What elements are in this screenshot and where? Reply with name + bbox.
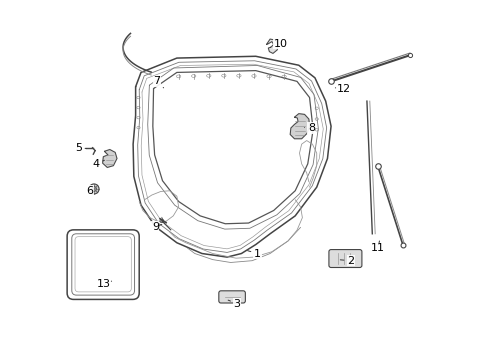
Text: 1: 1 bbox=[247, 248, 261, 258]
Text: 11: 11 bbox=[371, 241, 385, 253]
Text: 5: 5 bbox=[75, 143, 86, 153]
Text: 6: 6 bbox=[87, 186, 94, 196]
Text: 13: 13 bbox=[97, 279, 112, 289]
Text: 4: 4 bbox=[93, 159, 104, 169]
Text: 3: 3 bbox=[228, 299, 241, 309]
Text: 7: 7 bbox=[153, 76, 164, 88]
FancyBboxPatch shape bbox=[219, 291, 245, 303]
Polygon shape bbox=[267, 39, 278, 53]
Ellipse shape bbox=[89, 184, 99, 194]
Polygon shape bbox=[102, 149, 117, 167]
Text: 10: 10 bbox=[270, 39, 288, 49]
Ellipse shape bbox=[92, 186, 97, 192]
Text: 8: 8 bbox=[304, 123, 315, 133]
Text: 12: 12 bbox=[335, 84, 351, 94]
Polygon shape bbox=[290, 114, 310, 139]
FancyBboxPatch shape bbox=[329, 249, 362, 267]
Text: 9: 9 bbox=[152, 222, 162, 231]
Text: 2: 2 bbox=[340, 256, 354, 266]
